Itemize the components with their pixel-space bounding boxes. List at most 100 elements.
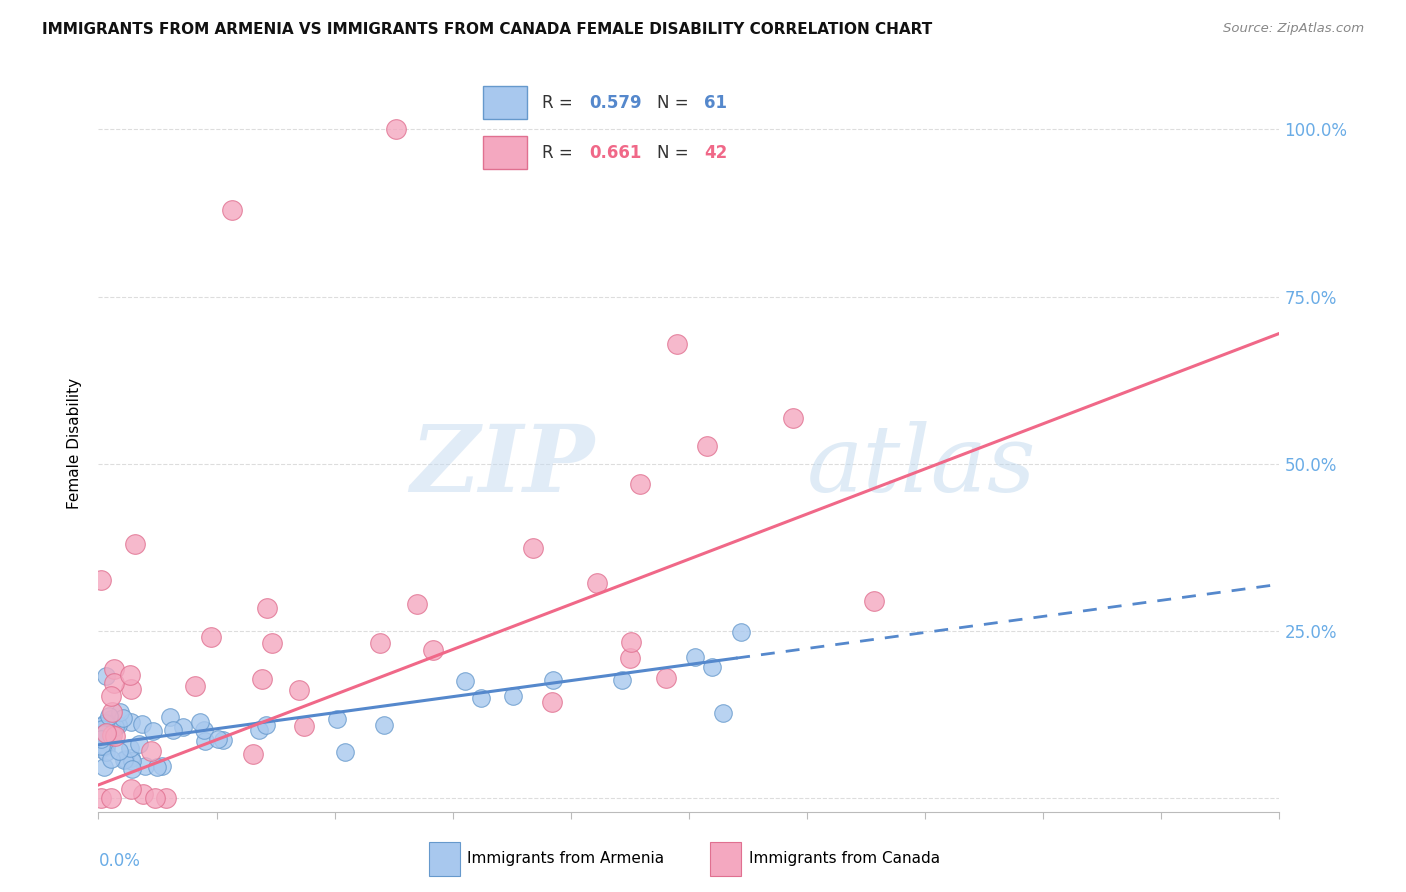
Point xyxy=(207,732,229,747)
Point xyxy=(422,642,444,657)
Point xyxy=(93,739,115,753)
Point xyxy=(94,740,117,755)
Point xyxy=(121,754,143,768)
Point xyxy=(128,737,150,751)
Point xyxy=(502,690,524,704)
Point xyxy=(100,705,122,719)
Point xyxy=(103,676,125,690)
Text: R =: R = xyxy=(541,144,578,161)
Point xyxy=(143,791,166,805)
Point xyxy=(90,719,112,733)
Point xyxy=(150,759,173,773)
Point xyxy=(665,337,688,351)
Point xyxy=(120,681,142,696)
Text: atlas: atlas xyxy=(807,421,1036,511)
Point xyxy=(139,744,162,758)
Point xyxy=(155,791,177,805)
Text: Immigrants from Armenia: Immigrants from Armenia xyxy=(467,852,664,866)
Point xyxy=(335,745,357,759)
Y-axis label: Female Disability: Female Disability xyxy=(67,378,83,509)
Point xyxy=(242,747,264,762)
Point xyxy=(863,594,886,608)
Point xyxy=(100,791,122,805)
Point xyxy=(700,660,723,674)
Point xyxy=(94,716,117,731)
Point xyxy=(101,728,124,742)
Point xyxy=(131,716,153,731)
Point xyxy=(183,679,205,693)
Text: 0.661: 0.661 xyxy=(589,144,641,161)
Point xyxy=(120,668,142,682)
Point xyxy=(368,636,391,650)
Point xyxy=(120,715,142,730)
Point xyxy=(96,714,118,729)
Point xyxy=(620,634,643,648)
Text: ZIP: ZIP xyxy=(411,421,595,511)
Point xyxy=(610,673,633,687)
Point xyxy=(91,723,114,737)
Point xyxy=(250,672,273,686)
Point xyxy=(211,733,233,747)
Point xyxy=(108,705,131,719)
Point xyxy=(254,718,277,732)
Point xyxy=(100,689,122,703)
Point xyxy=(288,683,311,698)
Text: IMMIGRANTS FROM ARMENIA VS IMMIGRANTS FROM CANADA FEMALE DISABILITY CORRELATION : IMMIGRANTS FROM ARMENIA VS IMMIGRANTS FR… xyxy=(42,22,932,37)
Point xyxy=(256,600,278,615)
Point xyxy=(90,726,112,740)
Point xyxy=(100,716,122,731)
Point xyxy=(90,573,112,587)
Text: 61: 61 xyxy=(704,94,727,112)
Point xyxy=(193,723,215,738)
Text: Source: ZipAtlas.com: Source: ZipAtlas.com xyxy=(1223,22,1364,36)
Point xyxy=(91,727,114,741)
Text: N =: N = xyxy=(657,94,695,112)
Point xyxy=(104,729,127,743)
Text: 0.579: 0.579 xyxy=(589,94,641,112)
Point xyxy=(696,439,718,453)
Point xyxy=(406,597,429,611)
Point xyxy=(93,734,115,748)
Point xyxy=(111,711,134,725)
Point xyxy=(90,732,112,747)
Point xyxy=(159,710,181,724)
Text: 42: 42 xyxy=(704,144,727,161)
Point xyxy=(90,741,112,756)
Point xyxy=(541,695,564,709)
Text: 0.0%: 0.0% xyxy=(98,852,141,871)
Point xyxy=(90,791,112,805)
Point xyxy=(260,636,283,650)
Point xyxy=(292,718,315,732)
Point xyxy=(655,671,678,685)
Point xyxy=(134,758,156,772)
Point xyxy=(100,712,122,726)
Point xyxy=(541,673,564,687)
Point xyxy=(326,712,349,726)
Point xyxy=(373,718,395,732)
Point xyxy=(94,725,117,739)
Point xyxy=(522,541,544,556)
Point xyxy=(112,753,135,767)
Text: R =: R = xyxy=(541,94,578,112)
Point xyxy=(107,718,129,732)
Point xyxy=(100,752,122,766)
Point xyxy=(93,760,115,774)
Point xyxy=(162,723,184,738)
Point xyxy=(96,669,118,683)
Point xyxy=(120,751,142,765)
Point xyxy=(628,476,651,491)
Point xyxy=(94,745,117,759)
Point xyxy=(103,662,125,676)
Point xyxy=(90,739,112,753)
Point xyxy=(114,752,136,766)
Point xyxy=(188,714,211,729)
Point xyxy=(146,760,169,774)
Point xyxy=(132,787,155,801)
Point xyxy=(100,730,122,744)
Point xyxy=(104,720,127,734)
Point xyxy=(142,723,165,738)
Point xyxy=(194,734,217,748)
Point xyxy=(711,706,734,721)
Point xyxy=(683,649,706,664)
Point xyxy=(172,720,194,734)
